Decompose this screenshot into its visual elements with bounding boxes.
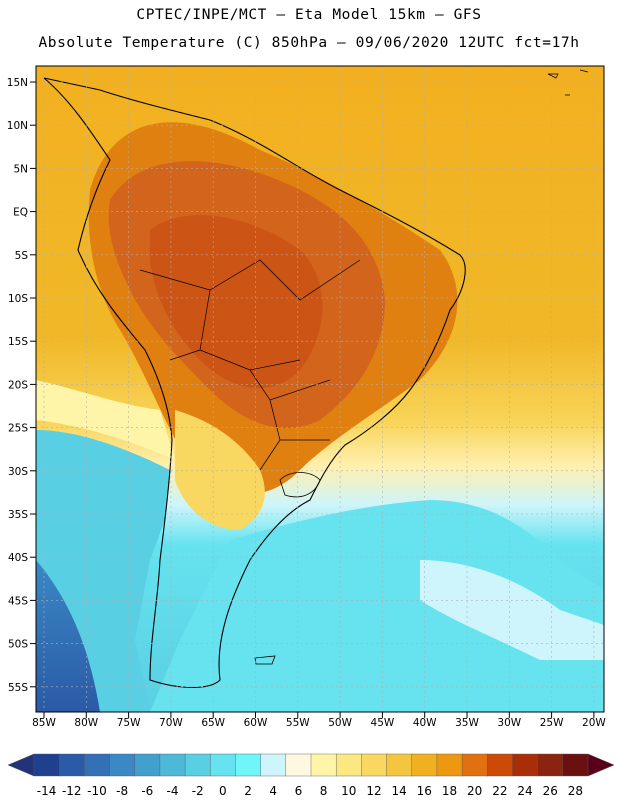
lat-label: 15N — [7, 77, 28, 89]
lat-label: 55S — [8, 682, 28, 694]
lon-label: 40W — [413, 717, 437, 729]
colorbar-segment — [411, 753, 438, 777]
country-borders — [139, 259, 361, 471]
lat-label: 40S — [8, 552, 28, 564]
pale-ocean-patch — [420, 560, 604, 660]
colorbar-label: 20 — [467, 784, 482, 798]
longitude-labels: 85W 80W 75W 70W 65W 60W 55W 50W 45W 40W 35W 30W 25W 2… — [32, 712, 606, 729]
lat-label: 10N — [7, 120, 28, 132]
lon-label: 60W — [244, 717, 268, 729]
colorbar-label: 4 — [269, 784, 277, 798]
colorbar-label: -8 — [116, 784, 128, 798]
colorbar-segment — [512, 753, 539, 777]
colorbar-label: -2 — [192, 784, 204, 798]
colorbar-segment — [436, 753, 463, 777]
lat-label: 5S — [15, 250, 29, 262]
title-line-1: CPTEC/INPE/MCT – Eta Model 15km – GFS — [136, 7, 482, 23]
colorbar-label: 8 — [320, 784, 328, 798]
colorbar-segment — [461, 753, 488, 777]
colorbar-segment — [310, 753, 337, 777]
colorbar-segment — [159, 753, 186, 777]
lon-label: 85W — [32, 717, 56, 729]
colorbar-label: 18 — [442, 784, 457, 798]
lat-label: 50S — [8, 639, 28, 651]
lat-label: 5N — [13, 163, 28, 175]
map-frame — [35, 65, 605, 713]
colorbar-segment — [58, 753, 85, 777]
colorbar: -14 -12 -10 -8 -6 -4 -2 0 2 4 6 8 10 12 14 16 18 20 22 24 26… — [7, 753, 615, 798]
lat-label: 45S — [8, 595, 28, 607]
colorbar-high-arrow — [587, 753, 615, 777]
pale-band — [36, 380, 175, 460]
lon-label: 65W — [201, 717, 225, 729]
south-america-coastline — [43, 77, 466, 688]
colorbar-segment — [260, 753, 287, 777]
colorbar-label: -6 — [141, 784, 153, 798]
lon-label: 55W — [286, 717, 310, 729]
colorbar-label: 10 — [341, 784, 356, 798]
lon-label: 20W — [582, 717, 606, 729]
colorbar-label: 14 — [391, 784, 406, 798]
lat-label: 20S — [8, 379, 28, 391]
latitude-labels: 15N 10N 5N EQ 5S 10S 15S 20S 25S 30S 35S 40S 45S 50S 5… — [7, 77, 36, 694]
colorbar-label: 2 — [244, 784, 252, 798]
colorbar-segment — [562, 753, 589, 777]
colorbar-segment — [210, 753, 236, 777]
colorbar-segment — [109, 753, 136, 777]
title-line-2: Absolute Temperature (C) 850hPa – 09/06/… — [38, 35, 580, 51]
lat-label: 30S — [8, 466, 28, 478]
lon-label: 45W — [371, 717, 395, 729]
uruguay-outline — [279, 472, 321, 498]
cool-southwest-corner — [36, 560, 100, 712]
lon-label: 80W — [74, 717, 98, 729]
colorbar-segment — [184, 753, 211, 777]
colorbar-low-arrow — [7, 753, 35, 777]
colorbar-label: 6 — [295, 784, 303, 798]
colorbar-segment — [335, 753, 362, 777]
lat-label: 35S — [8, 509, 28, 521]
cold-ocean-region-east — [150, 500, 604, 712]
caribbean-islands — [547, 69, 589, 96]
colorbar-label: -12 — [62, 784, 82, 798]
lon-label: 35W — [455, 717, 479, 729]
colorbar-label: 22 — [492, 784, 507, 798]
lon-label: 30W — [497, 717, 521, 729]
colorbar-label: 12 — [366, 784, 381, 798]
colorbar-segment — [285, 753, 312, 777]
colorbar-label: 0 — [219, 784, 227, 798]
colorbar-segment — [487, 753, 513, 777]
colorbar-label: 24 — [517, 784, 532, 798]
lat-label: 10S — [8, 293, 28, 305]
colorbar-segment — [134, 753, 161, 777]
lat-label: 15S — [8, 336, 28, 348]
colorbar-segment — [537, 753, 564, 777]
lon-label: 75W — [117, 717, 141, 729]
hotter-land-core — [150, 215, 323, 389]
colorbar-segment — [33, 753, 60, 777]
temperate-south-region — [175, 410, 265, 530]
lon-label: 25W — [540, 717, 564, 729]
colorbar-segment — [84, 753, 111, 777]
colorbar-label: 26 — [543, 784, 558, 798]
colorbar-segment — [361, 753, 388, 777]
colorbar-label: -4 — [167, 784, 179, 798]
colorbar-segment — [235, 753, 262, 777]
colorbar-label: 28 — [568, 784, 583, 798]
colorbar-label: -10 — [87, 784, 107, 798]
lon-label: 50W — [328, 717, 352, 729]
colorbar-label: -14 — [37, 784, 57, 798]
colorbar-label: 16 — [417, 784, 432, 798]
lat-label: EQ — [13, 207, 28, 219]
lat-label: 25S — [8, 423, 28, 435]
colorbar-segment — [386, 753, 413, 777]
lon-label: 70W — [159, 717, 183, 729]
